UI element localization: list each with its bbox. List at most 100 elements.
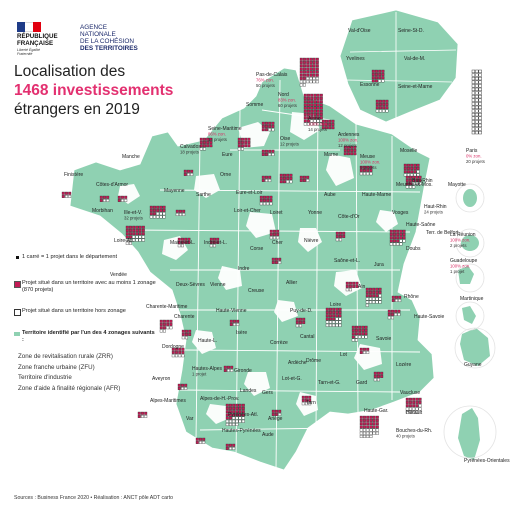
- dept-label: Hautes-Alpes: [192, 366, 223, 372]
- in-zone-project-square: [319, 103, 323, 107]
- idf-count: 20 projets: [466, 159, 485, 164]
- paris-square-column: [471, 69, 482, 135]
- in-zone-project-square: [409, 175, 412, 179]
- in-zone-project-square: [241, 403, 245, 407]
- in-zone-project-square: [349, 281, 352, 285]
- out-zone-project-square: [339, 238, 342, 242]
- in-zone-project-square: [269, 229, 273, 233]
- out-zone-project-square: [125, 238, 129, 242]
- in-zone-project-square: [310, 106, 314, 110]
- in-zone-project-square: [141, 229, 145, 232]
- in-zone-project-square: [159, 205, 163, 209]
- in-zone-project-square: [375, 73, 378, 76]
- dept-label: Bas-Rhin: [412, 178, 433, 184]
- dept-label: Loir-et-Cher: [234, 208, 261, 214]
- out-zone-project-square: [315, 77, 319, 80]
- out-zone-project-square: [369, 297, 372, 301]
- in-zone-project-square: [230, 365, 234, 369]
- out-zone-project-square: [395, 299, 398, 302]
- in-zone-project-square: [190, 169, 194, 173]
- in-zone-project-square: [366, 425, 370, 429]
- project-square-cluster: [137, 411, 148, 418]
- in-zone-project-square: [363, 415, 366, 419]
- in-zone-project-square: [413, 167, 417, 170]
- project-square-cluster: [261, 121, 275, 132]
- out-zone-project-square: [325, 320, 329, 324]
- paris-out-zone-project-square: [478, 116, 482, 120]
- in-zone-project-square: [206, 144, 210, 148]
- out-zone-project-square: [365, 300, 369, 304]
- out-zone-project-square: [363, 428, 366, 432]
- in-zone-project-square: [391, 313, 394, 316]
- dept-label: Jura: [374, 262, 384, 268]
- in-zone-project-square: [299, 175, 303, 179]
- in-zone-project-square: [286, 173, 290, 177]
- in-zone-project-square: [153, 212, 156, 216]
- dept-label: Tarn: [306, 400, 316, 406]
- dept-label: Nord: [278, 92, 289, 98]
- zone-type-afr: Zone d'aide à finalité régionale (AFR): [18, 384, 121, 392]
- out-zone-project-square: [181, 387, 184, 390]
- in-zone-project-square: [338, 307, 342, 311]
- in-zone-project-square: [402, 236, 406, 240]
- out-zone-project-square: [241, 147, 244, 151]
- in-zone-project-square: [415, 179, 419, 182]
- in-zone-project-square: [184, 237, 188, 241]
- in-zone-project-square: [409, 179, 412, 182]
- out-zone-project-square: [335, 238, 339, 242]
- paris-out-zone-project-square: [478, 112, 482, 117]
- in-zone-project-square: [369, 415, 373, 419]
- dept-label: Hautes-Pyrénées: [222, 428, 261, 434]
- in-zone-project-square: [369, 422, 373, 426]
- dept-count: 9 projets: [360, 165, 376, 170]
- out-zone-project-square: [233, 323, 236, 326]
- legend-out-zone-square-icon: [14, 309, 21, 316]
- in-zone-project-square: [380, 375, 384, 378]
- in-zone-project-square: [418, 175, 422, 179]
- in-zone-project-square: [366, 169, 370, 172]
- out-zone-project-square: [306, 179, 310, 182]
- source-note: Sources : Business France 2020 • Réalisa…: [14, 495, 174, 501]
- in-zone-project-square: [184, 383, 188, 387]
- project-square-cluster: [261, 175, 272, 182]
- dept-label: Maine-et-L.: [170, 240, 195, 246]
- in-zone-project-square: [351, 335, 355, 339]
- in-zone-project-square: [416, 167, 420, 170]
- in-zone-project-square: [409, 397, 412, 401]
- project-square-cluster: [175, 209, 186, 216]
- dept-label: Cantal: [300, 334, 314, 340]
- in-zone-project-square: [355, 329, 358, 332]
- in-zone-project-square: [378, 287, 382, 291]
- in-zone-project-square: [313, 113, 317, 116]
- in-zone-project-square: [247, 144, 251, 148]
- in-zone-project-square: [303, 100, 307, 104]
- in-zone-project-square: [271, 149, 275, 153]
- out-zone-project-square: [377, 378, 380, 382]
- in-zone-project-square: [312, 73, 316, 77]
- out-zone-project-square: [235, 419, 239, 423]
- out-zone-project-square: [278, 261, 282, 264]
- overseas-label: Martinique: [460, 296, 484, 302]
- in-zone-project-square: [308, 395, 312, 399]
- in-zone-project-square: [363, 347, 366, 351]
- in-zone-project-square: [209, 141, 213, 144]
- in-zone-project-square: [369, 419, 373, 422]
- in-zone-project-square: [415, 175, 419, 179]
- out-zone-project-square: [345, 288, 349, 292]
- paris-out-zone-project-square: [478, 120, 482, 124]
- in-zone-project-square: [241, 407, 245, 410]
- in-zone-project-square: [395, 295, 398, 299]
- in-zone-project-square: [397, 309, 401, 313]
- in-zone-project-square: [315, 73, 319, 77]
- dept-label: Aisne: [308, 116, 321, 122]
- in-zone-project-square: [171, 347, 175, 351]
- dept-label: Meurthe-et-Mos.: [396, 182, 433, 188]
- overseas-label: Guadeloupe: [450, 258, 477, 264]
- legend-zoned-territory-text: Territoire identifié par l'un des 4 zona…: [22, 330, 155, 343]
- in-zone-project-square: [351, 329, 355, 332]
- in-zone-project-square: [303, 103, 307, 107]
- in-zone-project-square: [237, 141, 241, 144]
- in-zone-project-square: [310, 97, 314, 100]
- page-title: Localisation des 1468 investissements ét…: [14, 62, 214, 119]
- idf-label: Val-de-M.: [404, 56, 425, 62]
